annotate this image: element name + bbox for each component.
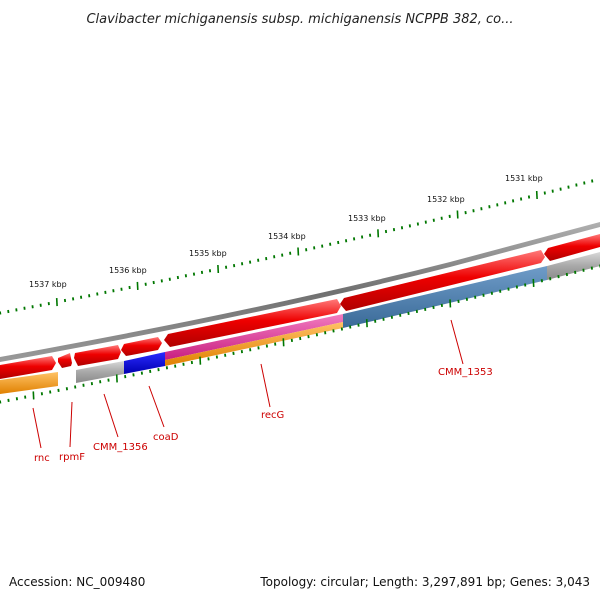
leader-coaD (148, 385, 165, 428)
feature-pink-recG (165, 314, 343, 360)
leader-CMM-1353 (450, 319, 464, 365)
backbone-track (0, 222, 600, 362)
genome-summary-text: Topology: circular; Length: 3,297,891 bp… (259, 575, 590, 589)
inner-ruler (0, 264, 600, 404)
kbp-label-1531: 1531 kbp (505, 174, 543, 183)
ruler-labels: 1531 kbp 1532 kbp 1533 kbp 1534 kbp 1535… (29, 174, 543, 289)
gene-label-rpmF[interactable]: rpmF (59, 452, 85, 463)
gene-label-CMM-1356[interactable]: CMM_1356 (93, 442, 148, 453)
feature-blue-coaD (124, 352, 165, 374)
leader-rpmF (69, 401, 73, 448)
gene-arrow-CMM-1353[interactable] (340, 250, 545, 311)
feature-grey-CMM-1356 (76, 361, 124, 383)
gene-arrow-rnc[interactable] (0, 356, 56, 379)
gene-arrow-next[interactable] (544, 234, 600, 261)
gene-label-CMM-1353[interactable]: CMM_1353 (438, 367, 493, 378)
feature-track (0, 252, 600, 394)
feature-grey-right (547, 252, 600, 280)
gene-label-coaD[interactable]: coaD (153, 432, 179, 443)
gene-arrow-rpmF[interactable] (58, 353, 72, 368)
gene-arrow-recG[interactable] (164, 299, 341, 347)
kbp-label-1533: 1533 kbp (348, 214, 386, 223)
gene-arrow-CMM-1356[interactable] (74, 345, 121, 366)
kbp-label-1535: 1535 kbp (189, 249, 227, 258)
kbp-label-1534: 1534 kbp (268, 232, 306, 241)
outer-ruler (0, 179, 594, 315)
kbp-label-1536: 1536 kbp (109, 266, 147, 275)
accession-text: Accession: NC_009480 (9, 575, 145, 589)
leader-rnc (32, 407, 42, 449)
kbp-label-1532: 1532 kbp (427, 195, 465, 204)
feature-steel-CMM-1353 (343, 266, 547, 328)
feature-orange-recG (165, 322, 343, 366)
gene-arrow-coaD[interactable] (121, 337, 162, 356)
kbp-label-1537: 1537 kbp (29, 280, 67, 289)
leader-CMM-1356 (103, 393, 119, 438)
gene-labels: CMM_1353 recG coaD CMM_1356 rpmF rnc (34, 367, 493, 464)
gene-label-rnc[interactable]: rnc (34, 453, 50, 464)
gene-label-recG[interactable]: recG (261, 410, 284, 421)
leader-recG (260, 363, 271, 408)
map-title: Clavibacter michiganensis subsp. michiga… (86, 12, 513, 27)
label-leaders (32, 319, 464, 449)
feature-orange-left (0, 372, 58, 394)
forward-genes (0, 234, 600, 379)
